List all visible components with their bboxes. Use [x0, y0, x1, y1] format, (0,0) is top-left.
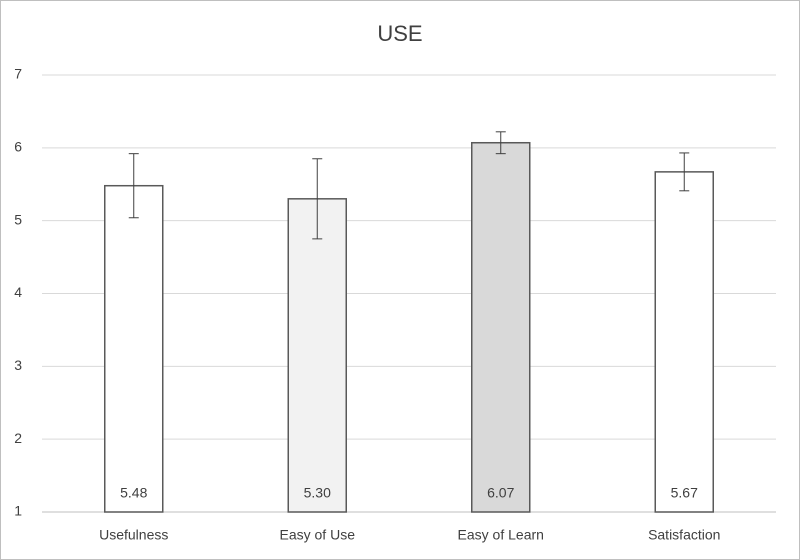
chart-title: USE	[377, 21, 422, 46]
x-tick-label: Easy of Use	[280, 527, 356, 543]
bar	[654, 171, 714, 513]
x-tick-label: Easy of Learn	[458, 527, 544, 543]
value-label: 6.07	[487, 485, 514, 501]
value-label: 5.30	[304, 485, 331, 501]
y-tick-label: 2	[14, 430, 22, 446]
y-tick-label: 6	[14, 139, 22, 155]
value-label: 5.67	[671, 485, 698, 501]
bar	[104, 184, 164, 513]
y-tick-label: 3	[14, 357, 22, 373]
x-tick-label: Usefulness	[99, 527, 168, 543]
bar	[471, 141, 531, 513]
bar	[287, 198, 347, 513]
y-tick-label: 4	[14, 284, 22, 300]
value-label: 5.48	[120, 485, 147, 501]
x-tick-label: Satisfaction	[648, 527, 720, 543]
y-tick-label: 1	[14, 503, 22, 519]
y-tick-label: 5	[14, 211, 22, 227]
y-tick-label: 7	[14, 66, 22, 82]
